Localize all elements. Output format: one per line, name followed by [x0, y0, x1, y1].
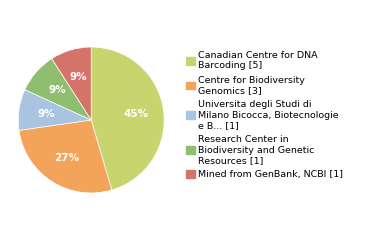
Wedge shape [52, 47, 91, 120]
Text: 27%: 27% [54, 153, 79, 163]
Text: 9%: 9% [70, 72, 87, 82]
Wedge shape [25, 59, 91, 120]
Wedge shape [19, 120, 112, 193]
Text: 9%: 9% [48, 85, 66, 95]
Text: 45%: 45% [124, 108, 149, 119]
Wedge shape [18, 90, 91, 130]
Wedge shape [91, 47, 164, 190]
Legend: Canadian Centre for DNA
Barcoding [5], Centre for Biodiversity
Genomics [3], Uni: Canadian Centre for DNA Barcoding [5], C… [186, 51, 344, 179]
Text: 9%: 9% [38, 108, 55, 119]
